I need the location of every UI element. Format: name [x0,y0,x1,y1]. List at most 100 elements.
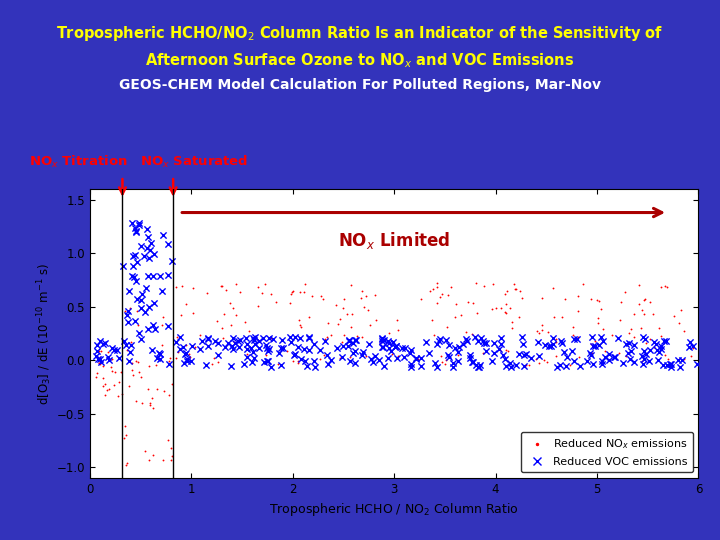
Point [186,342,198,350]
Point [587,349,598,358]
Point [126,271,138,280]
Point [156,321,168,329]
Point [593,319,604,328]
Point [124,303,135,312]
Point [314,354,325,363]
Point [132,219,144,227]
Point [567,330,578,339]
Point [212,317,223,326]
Point [429,359,441,367]
Point [94,355,105,363]
Point [276,336,288,345]
Point [126,359,138,368]
Point [233,342,244,351]
Point [486,305,498,313]
Point [303,345,315,354]
Point [550,335,562,343]
Point [336,338,347,346]
Point [541,357,553,366]
Point [170,338,181,346]
Point [653,324,665,333]
Point [230,310,242,319]
Point [404,348,415,357]
Point [288,351,300,360]
Point [639,334,651,343]
Point [405,360,417,368]
Point [143,361,154,370]
Point [148,404,159,413]
Point [597,357,608,366]
Point [106,367,117,375]
Point [628,341,639,349]
Point [212,339,224,348]
Point [636,352,648,361]
Point [321,351,333,360]
Point [142,384,153,393]
Point [685,338,696,347]
Point [415,361,427,370]
Point [112,392,124,401]
Point [356,333,368,341]
Point [450,344,462,353]
Point [150,325,161,333]
Point [287,287,299,295]
Point [582,356,593,365]
Point [304,333,315,342]
Point [228,334,239,343]
Point [106,363,117,372]
Point [122,346,133,355]
Point [315,291,326,300]
Point [588,360,599,368]
Point [107,344,118,353]
Point [113,354,125,362]
Point [257,334,269,343]
Point [97,340,109,349]
Point [142,272,153,280]
Point [93,359,104,368]
Legend: Reduced NO$_x$ emissions, Reduced VOC emissions: Reduced NO$_x$ emissions, Reduced VOC em… [521,432,693,472]
Point [478,349,490,357]
Point [359,303,370,312]
Point [278,344,289,353]
Point [382,353,394,362]
Point [434,335,446,343]
Point [616,298,627,306]
Point [174,344,186,353]
Point [378,336,390,345]
Point [217,334,228,343]
Point [364,321,376,329]
Point [546,334,558,342]
Point [184,353,195,361]
Point [153,349,164,357]
Point [131,226,143,235]
Point [224,299,235,308]
Point [478,339,490,347]
Point [488,349,500,357]
Point [567,347,578,355]
Point [177,343,189,352]
Point [383,339,395,347]
Point [194,330,206,339]
Point [391,342,402,351]
Point [639,355,650,363]
Point [201,289,212,298]
Point [369,352,381,360]
Point [317,294,328,303]
Point [597,356,608,365]
Point [585,351,597,360]
Point [593,296,604,305]
Point [99,391,111,400]
Point [225,321,237,329]
Point [518,362,530,371]
Point [390,342,402,351]
Point [95,357,107,366]
Point [337,353,348,361]
Point [572,333,584,342]
Point [194,345,206,354]
Point [558,347,570,356]
Point [113,378,125,387]
Point [387,338,399,347]
Point [189,343,200,352]
Point [440,336,451,345]
Point [218,310,230,319]
